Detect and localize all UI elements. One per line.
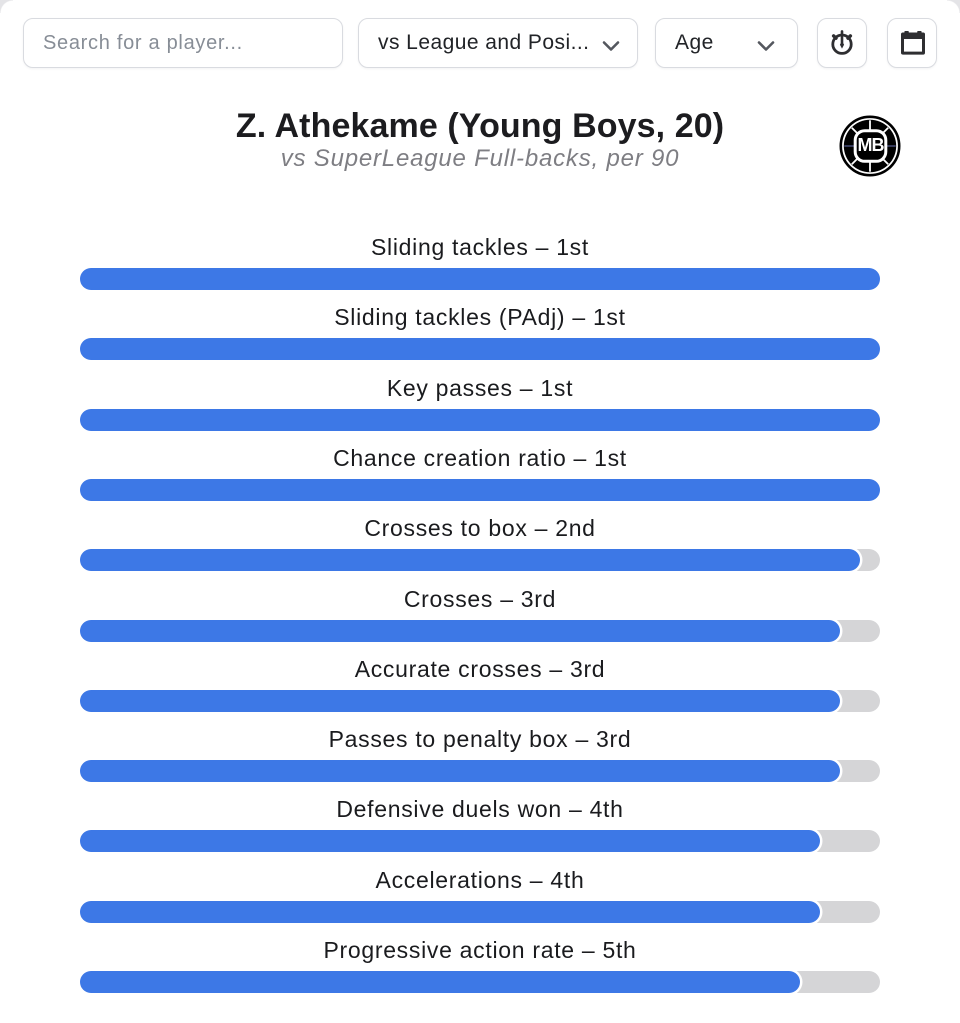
- svg-text:MB: MB: [858, 135, 885, 155]
